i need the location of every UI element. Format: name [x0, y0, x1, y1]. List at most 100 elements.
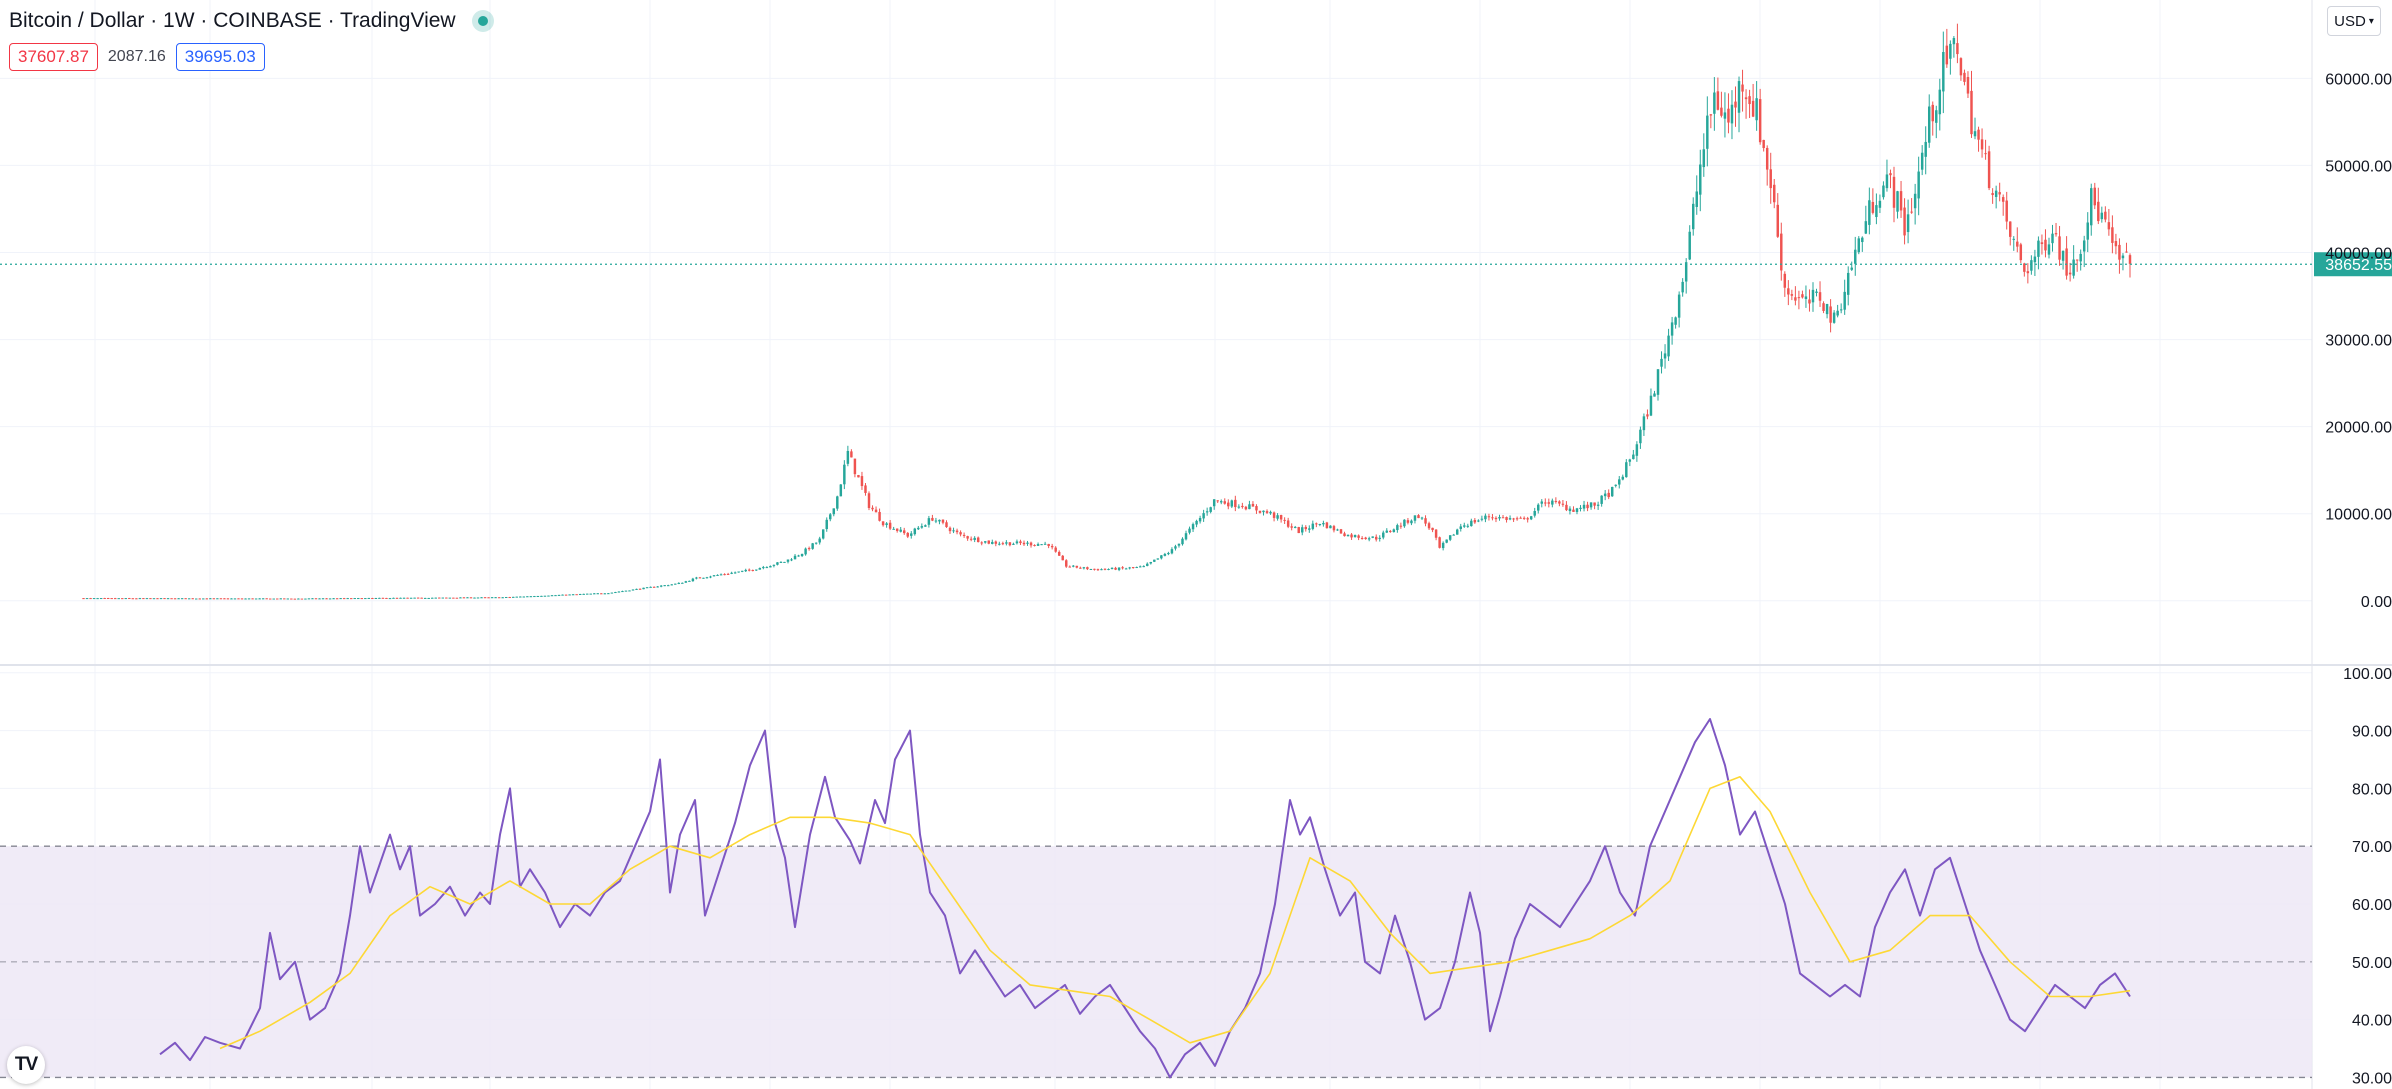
candle [1621, 474, 1625, 481]
candle [1748, 89, 1751, 118]
candle-body [2001, 197, 2005, 202]
candle [1216, 500, 1219, 504]
candle-body [311, 598, 314, 600]
candle-body [364, 598, 367, 600]
candle [92, 597, 96, 600]
candle [635, 588, 638, 590]
candle [1836, 304, 1839, 318]
candle [1012, 542, 1015, 545]
candle-body [1265, 511, 1269, 513]
candle [941, 519, 945, 525]
ask-price-badge[interactable]: 39695.03 [175, 43, 265, 71]
candle [209, 598, 212, 600]
candle [466, 597, 469, 599]
candle-body [818, 538, 821, 543]
candle [1484, 513, 1487, 523]
candle-body [1713, 92, 1716, 114]
candle-body [1977, 129, 1980, 140]
candle [867, 491, 871, 511]
candle-body [1899, 191, 1903, 211]
candle-body [1607, 492, 1610, 498]
candle [1618, 476, 1621, 489]
candle-body [1910, 211, 1913, 213]
candle [1487, 513, 1491, 521]
candle-body [1135, 567, 1138, 569]
candle [934, 517, 938, 524]
candle [737, 571, 740, 573]
candle [2111, 215, 2114, 254]
candle [2114, 233, 2118, 255]
candle [1575, 507, 1579, 515]
candle [603, 593, 607, 595]
candle [522, 596, 526, 598]
symbol-header[interactable]: Bitcoin / Dollar · 1W · COINBASE · Tradi… [9, 9, 488, 33]
candle [793, 554, 797, 560]
candle [1227, 499, 1230, 510]
candle [1818, 281, 1822, 307]
tradingview-logo-icon[interactable]: TV [7, 1046, 45, 1084]
candle [1445, 539, 1448, 544]
price-axis[interactable]: 70000.00 60000.00 50000.00 40000.00 30000.00… [2325, 0, 2392, 1087]
candle-body [681, 582, 684, 584]
candle-body [917, 527, 920, 530]
candle [1790, 289, 1794, 301]
candle [2001, 194, 2005, 216]
candle-body [1737, 81, 1741, 113]
candle [1889, 169, 1892, 189]
candle-body [1160, 555, 1163, 559]
candle-body [1378, 537, 1381, 539]
candle [698, 576, 702, 579]
candle-body [1315, 523, 1318, 525]
candle-body [441, 597, 445, 599]
price-tick-label: 50000.00 [2325, 158, 2392, 175]
candle [1547, 498, 1551, 508]
candle [1153, 559, 1156, 563]
candle [1364, 536, 1367, 540]
candle-body [177, 598, 180, 600]
candle-body [642, 587, 645, 590]
candle-body [811, 543, 814, 549]
candle-body [1075, 565, 1079, 568]
candle [409, 597, 413, 599]
bid-price-badge[interactable]: 37607.87 [9, 43, 98, 71]
candle [998, 541, 1001, 546]
candle [1336, 528, 1339, 531]
candle [1100, 568, 1103, 571]
candle-body [836, 496, 839, 509]
candle-body [2019, 244, 2023, 261]
candle-body [1227, 502, 1230, 507]
candle-body [913, 528, 917, 535]
candle-body [2030, 260, 2033, 271]
candle-body [409, 597, 413, 599]
candle [1339, 528, 1343, 534]
candle [1096, 568, 1100, 571]
candle [1913, 183, 1917, 225]
candle-body [635, 588, 638, 590]
candle [1973, 117, 1977, 140]
currency-selector[interactable]: USD ▾ [2327, 6, 2381, 36]
candle-body [1297, 527, 1300, 534]
candle [1466, 523, 1470, 528]
candle [2065, 236, 2068, 280]
candle-body [1484, 515, 1487, 520]
candle [1494, 516, 1498, 523]
candle-body [476, 597, 480, 599]
candle-body [966, 536, 969, 539]
candle [1551, 498, 1554, 508]
candle [1325, 521, 1329, 529]
candle-body [786, 559, 790, 562]
candle-body [1107, 569, 1110, 571]
candle [297, 598, 300, 600]
candle [293, 598, 297, 600]
candle-body [959, 532, 962, 535]
candle [1674, 316, 1677, 329]
candle-body [1973, 131, 1977, 137]
candle-body [138, 598, 142, 600]
candle [1431, 527, 1434, 533]
candle-body [1794, 297, 1797, 301]
candle [1885, 159, 1889, 192]
candle-body [1537, 504, 1540, 511]
candle-body [92, 598, 96, 600]
candle-body [237, 598, 240, 600]
